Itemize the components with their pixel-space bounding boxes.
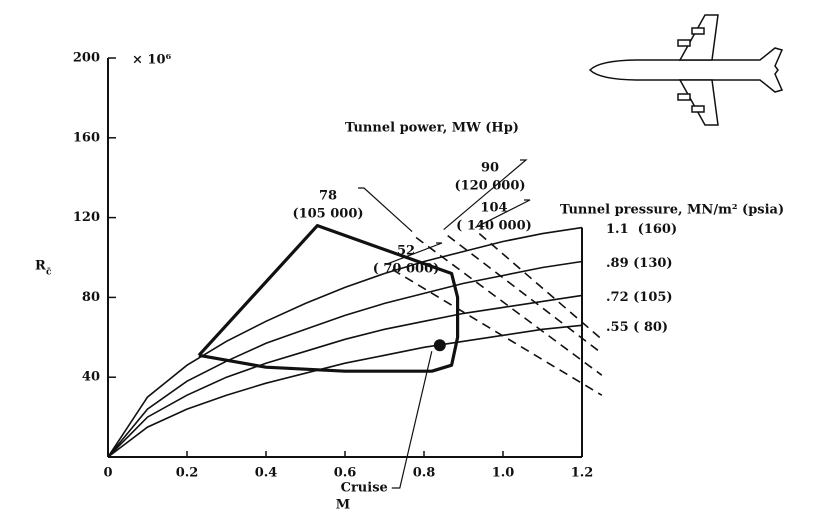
cruise-point [433, 339, 446, 352]
pressure-curve [107, 324, 583, 458]
power-label: 78 [319, 189, 337, 204]
x-tick-label: 0.4 [255, 466, 278, 481]
pressure-label: .55 ( 80) [606, 320, 668, 335]
pressure-title: Tunnel pressure, MN/m² (psia) [560, 203, 784, 218]
power-leader [358, 187, 413, 232]
x-tick-label: 0.8 [413, 466, 436, 481]
power-label: 104 [480, 201, 507, 216]
power-hp: (105 000) [292, 207, 363, 222]
power-line [415, 236, 603, 376]
x-tick-label: 0.6 [334, 466, 357, 481]
power-title: Tunnel power, MW (Hp) [345, 121, 519, 136]
pressure-curve [107, 294, 583, 458]
pressure-curve [107, 226, 583, 458]
x-tick-label: 1.2 [571, 466, 594, 481]
airplane [588, 14, 784, 126]
power-hp: ( 70 000) [373, 262, 440, 277]
pressure-label: 1.1 (160) [606, 222, 677, 237]
power-line [447, 234, 603, 354]
cruise-label: Cruise [341, 481, 388, 496]
power-leader [475, 199, 531, 229]
power-hp: ( 140 000) [456, 219, 532, 234]
pressure-label: .89 (130) [606, 256, 673, 271]
y-axis-label-sub: c̄ [46, 268, 52, 278]
power-leader [443, 159, 528, 231]
operating-envelope [197, 224, 460, 373]
power-leader [388, 242, 443, 265]
power-line [478, 232, 603, 340]
y-tick-label: 200 [73, 51, 100, 66]
x-tick-label: 0 [103, 466, 112, 481]
x-tick-label: 1.0 [492, 466, 515, 481]
y-tick-label: 80 [82, 290, 100, 305]
y-tick-label: 40 [82, 370, 100, 385]
y-multiplier: × 10⁶ [132, 53, 172, 68]
pressure-label: .72 (105) [606, 290, 673, 305]
cruise-leader [391, 351, 433, 489]
x-axis-label: M [336, 498, 350, 513]
y-axis-label: R [35, 259, 46, 274]
power-line [391, 268, 603, 396]
x-tick-label: 0.2 [176, 466, 199, 481]
power-hp: (120 000) [454, 179, 525, 194]
power-label: 90 [481, 161, 499, 176]
pressure-curve [107, 260, 583, 458]
y-tick-label: 160 [73, 130, 100, 145]
y-tick-label: 120 [73, 210, 100, 225]
